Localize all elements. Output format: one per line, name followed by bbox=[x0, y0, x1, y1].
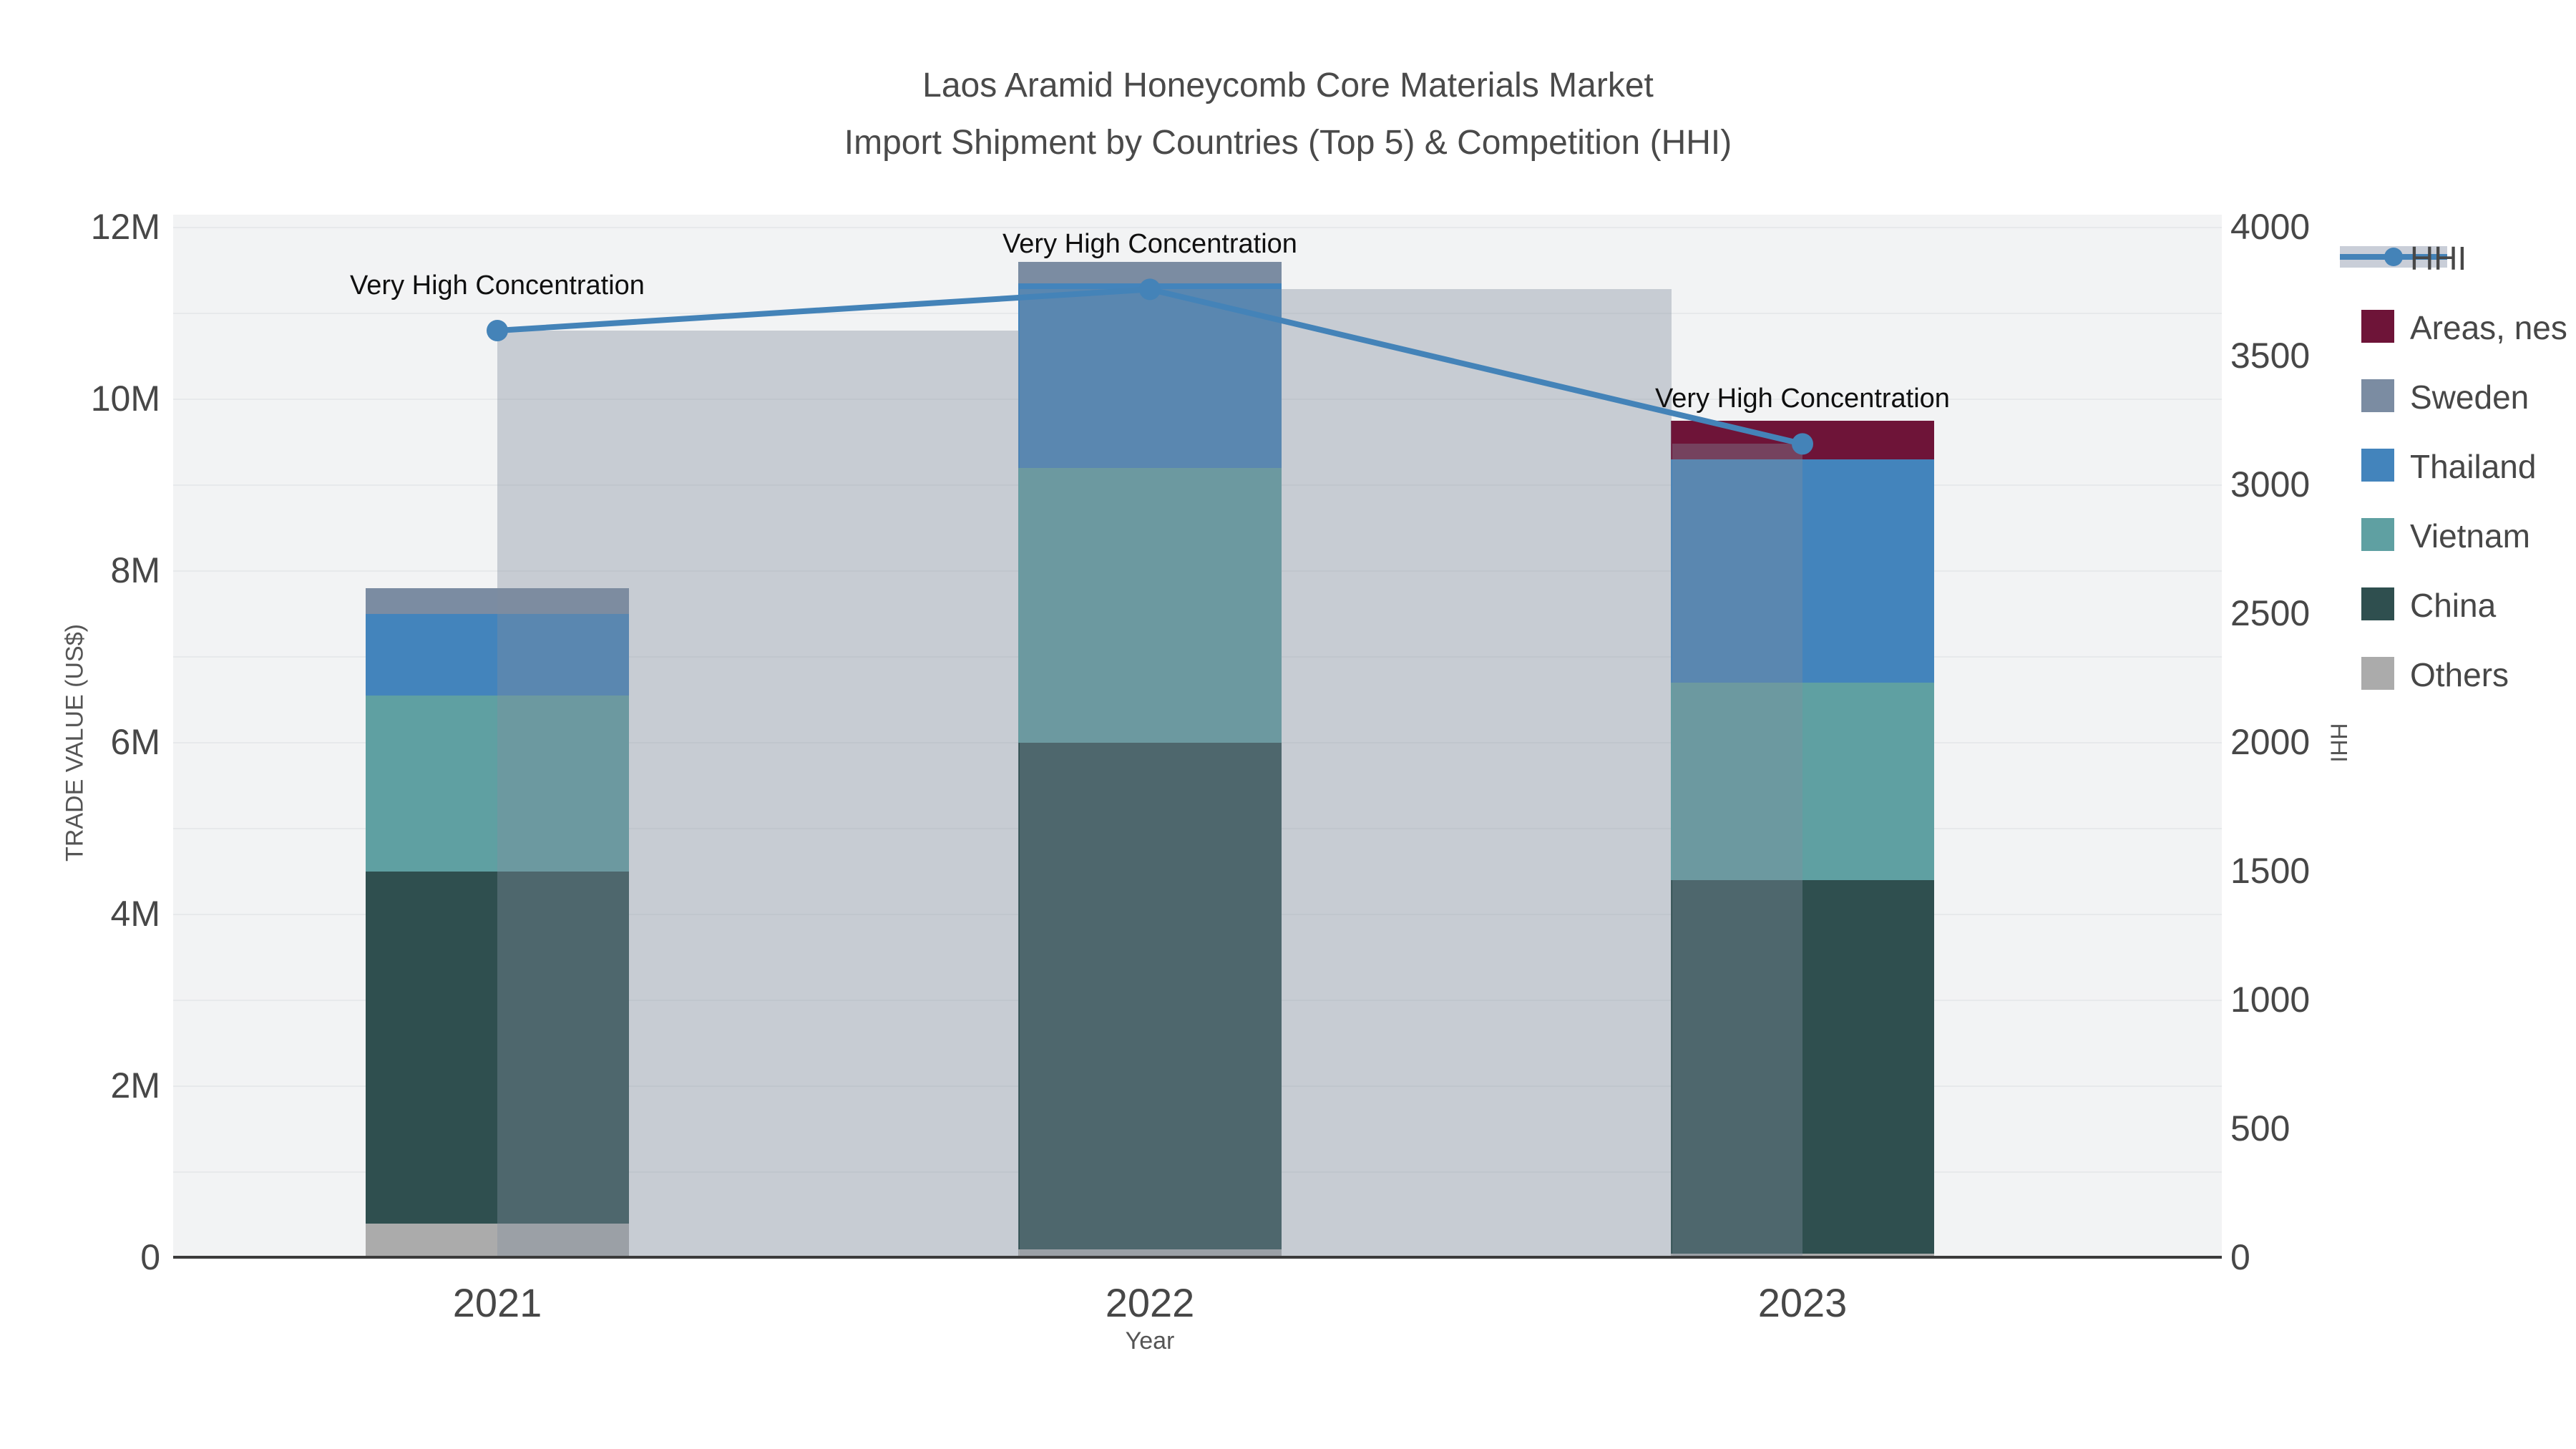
y-right-tick-3500: 3500 bbox=[2230, 336, 2311, 376]
chart-title-line2: Import Shipment by Countries (Top 5) & C… bbox=[844, 124, 1732, 162]
legend-label: Areas, nes bbox=[2410, 309, 2567, 346]
legend-swatch-icon bbox=[2361, 657, 2394, 690]
bar-segment-vietnam-2021[interactable] bbox=[366, 696, 629, 872]
bar-segment-vietnam-2023[interactable] bbox=[1671, 683, 1934, 880]
hhi-bar-2022[interactable] bbox=[1019, 289, 1672, 1258]
y-left-axis-title: TRADE VALUE (US$) bbox=[61, 624, 89, 862]
y-left-tick-2M: 2M bbox=[110, 1065, 160, 1106]
y-right-tick-4000: 4000 bbox=[2230, 207, 2311, 247]
annotation-2022: Very High Concentration bbox=[1002, 229, 1297, 260]
legend-item-vietnam[interactable]: Vietnam bbox=[2340, 514, 2576, 557]
x-axis-title: Year bbox=[1125, 1327, 1175, 1355]
y-right-tick-1000: 1000 bbox=[2230, 980, 2311, 1020]
legend-swatch-icon bbox=[2361, 518, 2394, 551]
x-tick-2022: 2022 bbox=[1105, 1280, 1195, 1325]
legend: HHI Areas, nes Sweden Thailand Vietnam China O… bbox=[2340, 236, 2576, 737]
legend-swatch-icon bbox=[2361, 587, 2394, 620]
y-left-tick-0: 0 bbox=[140, 1237, 160, 1277]
y-left-tick-10M: 10M bbox=[90, 379, 160, 419]
y-right-tick-0: 0 bbox=[2230, 1237, 2250, 1277]
legend-swatch-icon bbox=[2361, 449, 2394, 482]
bar-segment-china-2021[interactable] bbox=[366, 872, 629, 1224]
bar-segment-vietnam-2022[interactable] bbox=[1018, 468, 1282, 743]
x-tick-2023: 2023 bbox=[1757, 1280, 1848, 1325]
bar-segment-sweden-2021[interactable] bbox=[366, 588, 629, 614]
x-tick-2021: 2021 bbox=[452, 1280, 542, 1325]
bar-segment-china-2022[interactable] bbox=[1018, 743, 1282, 1249]
annotation-2023: Very High Concentration bbox=[1655, 384, 1950, 414]
legend-item-hhi[interactable]: HHI bbox=[2340, 236, 2576, 279]
y-right-tick-1500: 1500 bbox=[2230, 851, 2311, 891]
legend-item-thailand[interactable]: Thailand bbox=[2340, 444, 2576, 487]
legend-label: Vietnam bbox=[2410, 517, 2530, 555]
legend-item-areas-nes[interactable]: Areas, nes bbox=[2340, 306, 2576, 348]
y-right-tick-3000: 3000 bbox=[2230, 464, 2311, 504]
bar-segment-china-2023[interactable] bbox=[1671, 880, 1934, 1254]
hhi-legend-marker-icon bbox=[2384, 248, 2403, 266]
y-left-tick-8M: 8M bbox=[110, 550, 160, 590]
gridline-12m bbox=[173, 227, 2222, 228]
legend-swatch-icon bbox=[2361, 310, 2394, 343]
y-left-tick-4M: 4M bbox=[110, 894, 160, 934]
y-left-tick-6M: 6M bbox=[110, 722, 160, 762]
legend-label: Thailand bbox=[2410, 448, 2537, 485]
legend-label: Sweden bbox=[2410, 379, 2529, 416]
legend-swatch-icon bbox=[2361, 379, 2394, 412]
legend-item-sweden[interactable]: Sweden bbox=[2340, 375, 2576, 418]
hhi-bar-2023[interactable] bbox=[1672, 444, 1802, 1258]
legend-label: HHI bbox=[2410, 240, 2467, 277]
bar-segment-thailand-2023[interactable] bbox=[1671, 459, 1934, 683]
y-right-tick-2500: 2500 bbox=[2230, 593, 2311, 633]
x-axis-line bbox=[173, 1256, 2222, 1259]
y-right-tick-500: 500 bbox=[2230, 1108, 2290, 1148]
annotation-2021: Very High Concentration bbox=[350, 270, 645, 301]
legend-label: Others bbox=[2410, 656, 2509, 693]
bar-segment-thailand-2021[interactable] bbox=[366, 614, 629, 696]
bar-segment-sweden-2022[interactable] bbox=[1018, 262, 1282, 283]
legend-item-others[interactable]: Others bbox=[2340, 653, 2576, 696]
legend-label: China bbox=[2410, 587, 2497, 624]
hhi-bar-2021[interactable] bbox=[497, 331, 1020, 1258]
legend-item-china[interactable]: China bbox=[2340, 583, 2576, 626]
y-right-tick-2000: 2000 bbox=[2230, 722, 2311, 762]
y-left-tick-12M: 12M bbox=[90, 207, 160, 247]
bar-segment-others-2021[interactable] bbox=[366, 1224, 629, 1258]
chart-title-line1: Laos Aramid Honeycomb Core Materials Mar… bbox=[922, 67, 1654, 104]
